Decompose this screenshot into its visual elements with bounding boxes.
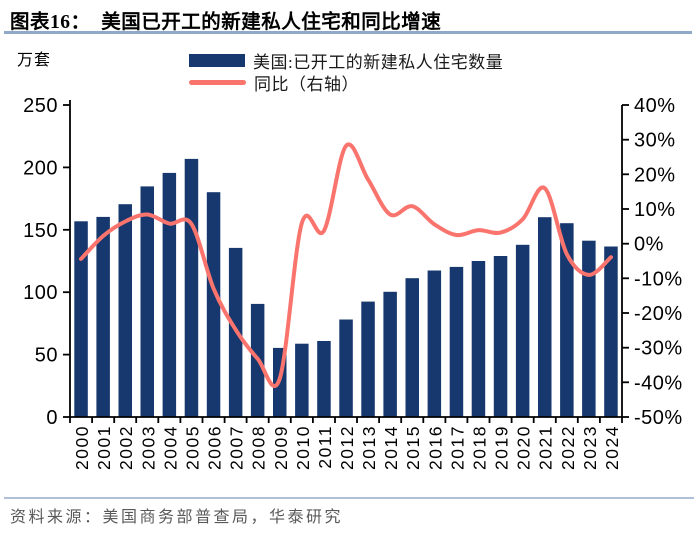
left-axis-tick-label: 150 [23, 220, 58, 242]
bar-2023 [582, 240, 596, 417]
bar-2010 [295, 343, 309, 417]
year-label-2016: 2016 [425, 425, 445, 470]
bar-2022 [560, 223, 574, 417]
left-axis-ticks: 0 50 100 150 200 250 [23, 95, 70, 429]
right-axis-tick-label: 40% [634, 95, 676, 117]
right-axis-tick-label: 10% [634, 199, 676, 221]
left-axis-tick-label: 0 [46, 407, 58, 429]
year-label-2004: 2004 [160, 425, 180, 470]
bar-2018 [471, 261, 486, 417]
year-label-2008: 2008 [249, 425, 269, 470]
yoy-line [79, 142, 613, 389]
right-axis-tick-label: -50% [634, 407, 683, 429]
left-axis-tick-label: 250 [23, 95, 58, 117]
axes-group [69, 100, 623, 418]
chart-legend: 美国:已开工的新建私人住宅数量 同比（右轴） [189, 49, 504, 94]
bar-2005 [184, 158, 199, 417]
year-label-2007: 2007 [227, 425, 247, 470]
x-axis-ticks: 2000 2001 2002 2003 2004 2005 2006 2007 2008 2009… [69, 417, 623, 470]
left-axis-tick-label: 100 [23, 282, 58, 304]
year-label-2024: 2024 [602, 425, 622, 470]
bar-2002 [118, 204, 132, 417]
right-axis-tick-label: 0% [634, 234, 664, 256]
bar-2014 [383, 291, 397, 417]
right-axis-tick-label: -40% [634, 372, 683, 394]
year-label-2020: 2020 [514, 425, 534, 470]
source-note: 资料来源：美国商务部普查局，华泰研究 [10, 509, 344, 526]
bar-2021 [538, 217, 552, 417]
year-label-2013: 2013 [359, 425, 379, 470]
bar-2004 [162, 172, 177, 417]
year-label-2011: 2011 [315, 425, 335, 469]
bar-2015 [405, 278, 419, 417]
bar-2012 [339, 319, 353, 417]
year-label-2021: 2021 [536, 425, 556, 470]
year-label-2017: 2017 [447, 425, 467, 470]
year-label-2022: 2022 [558, 425, 578, 470]
bar-2000 [74, 221, 88, 417]
bar-2016 [427, 270, 442, 417]
year-label-2018: 2018 [470, 425, 490, 470]
year-label-2023: 2023 [580, 425, 600, 470]
bar-2024 [604, 246, 618, 417]
figure-title: 图表16： 美国已开工的新建私人住宅和同比增速 [10, 12, 442, 33]
year-label-2014: 2014 [381, 425, 401, 470]
bar-2011 [317, 341, 331, 417]
year-label-2009: 2009 [271, 425, 291, 470]
bar-series-swatch-icon [189, 53, 245, 67]
legend-label-bars: 美国:已开工的新建私人住宅数量 [253, 52, 504, 72]
year-label-2006: 2006 [205, 425, 225, 470]
year-label-2012: 2012 [337, 425, 357, 470]
bar-2001 [96, 216, 110, 417]
line-series-swatch-icon [189, 79, 246, 85]
bars-group [74, 158, 618, 417]
legend-item-line: 同比（右轴） [189, 71, 503, 94]
year-label-2000: 2000 [72, 425, 92, 470]
right-axis-tick-label: -30% [634, 338, 683, 360]
year-label-2005: 2005 [182, 425, 202, 470]
bar-2013 [361, 301, 375, 417]
year-label-2003: 2003 [138, 425, 158, 470]
right-axis-tick-label: 30% [634, 130, 676, 152]
right-axis-tick-label: -10% [634, 268, 683, 290]
title-divider [4, 31, 692, 34]
bar-2019 [493, 256, 508, 417]
year-label-2019: 2019 [492, 425, 512, 470]
footer-divider [4, 497, 694, 499]
right-axis-tick-label: 20% [634, 164, 676, 186]
right-axis-tick-label: -20% [634, 303, 683, 325]
left-axis-unit-label: 万套 [17, 52, 52, 69]
left-axis-tick-label: 50 [35, 345, 58, 367]
bar-2017 [449, 266, 464, 417]
bar-2020 [515, 244, 530, 417]
legend-label-line: 同比（右轴） [254, 74, 359, 94]
right-axis-ticks: -50% -40% -30% -20% -10% 0% 10% 20% 30% 40% [622, 95, 683, 429]
left-axis-tick-label: 200 [23, 157, 58, 179]
bar-2003 [140, 186, 154, 417]
year-label-2001: 2001 [94, 425, 114, 470]
year-label-2010: 2010 [293, 425, 313, 470]
legend-item-bars: 美国:已开工的新建私人住宅数量 [189, 49, 504, 72]
year-label-2002: 2002 [116, 425, 136, 470]
year-label-2015: 2015 [403, 425, 423, 470]
bar-2006 [206, 192, 221, 417]
